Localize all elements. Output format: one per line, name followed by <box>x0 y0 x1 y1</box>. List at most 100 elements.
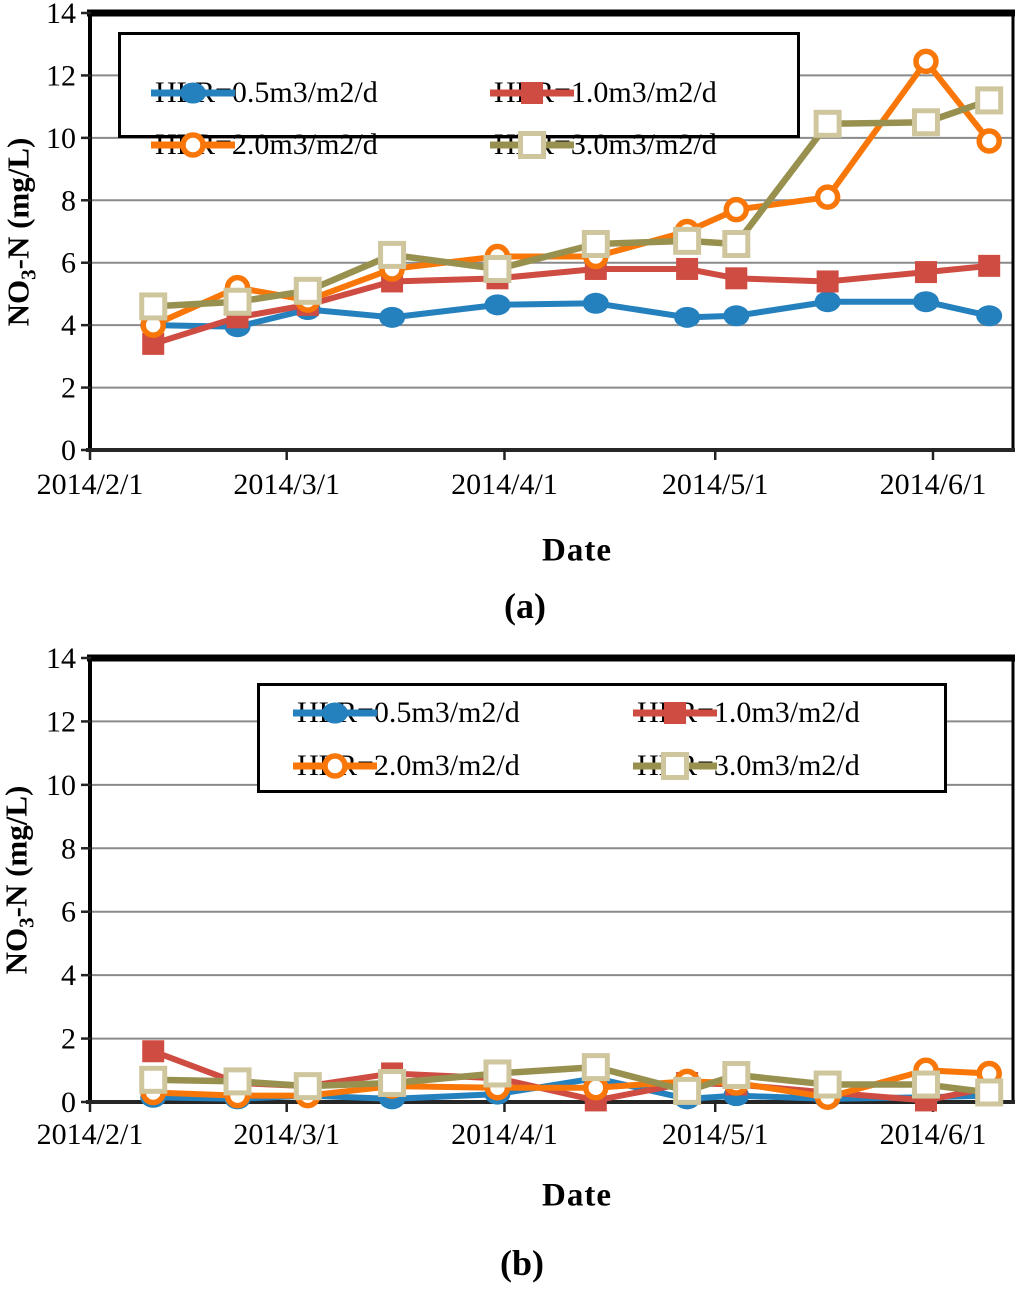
y-axis-label-part: -N (mg/L) <box>0 785 34 918</box>
legend-marker-glyph <box>518 131 546 159</box>
legend-entry: HLR=2.0m3/m2/d <box>151 130 378 160</box>
legend-entry: HLR=1.0m3/m2/d <box>633 698 860 728</box>
series-HLR=3.0m3/m2/d <box>139 1053 1004 1107</box>
y-tick-label: 8 <box>61 832 76 865</box>
legend-b: HLR=0.5m3/m2/d HLR=1.0m3/m2/d HLR=2.0m3/m2… <box>257 683 947 793</box>
y-tick-label: 2 <box>61 372 76 405</box>
x-tick-label: 2014/5/1 <box>662 468 769 501</box>
x-tick-label: 2014/3/1 <box>233 1118 340 1151</box>
data-point-square-filled <box>978 254 1001 277</box>
data-point-square-filled <box>142 332 165 355</box>
data-point-square-filled <box>816 270 839 293</box>
legend-marker-square-open <box>490 131 574 159</box>
legend-a: HLR=0.5m3/m2/d HLR=1.0m3/m2/d HLR=2.0m3/m2… <box>118 32 800 160</box>
x-axis-label-b: Date <box>542 1177 612 1214</box>
data-point-square-open <box>293 276 322 305</box>
data-point-circle-open <box>814 184 841 210</box>
x-tick-label: 2014/6/1 <box>880 1118 987 1151</box>
y-axis-label-part: NO <box>0 927 34 975</box>
y-tick-label: 14 <box>46 642 76 675</box>
data-point-square-open <box>911 1070 940 1099</box>
y-tick-label: 6 <box>61 247 76 280</box>
legend-marker-glyph <box>664 702 686 724</box>
data-point-square-open <box>223 1067 252 1096</box>
x-tick-label: 2014/4/1 <box>451 468 558 501</box>
data-point-square-open <box>673 1076 702 1105</box>
legend-marker-glyph <box>322 753 348 779</box>
y-tick-label: 14 <box>46 0 76 30</box>
legend-entry: HLR=2.0m3/m2/d <box>293 751 520 781</box>
y-tick-label: 4 <box>61 309 76 342</box>
data-point-circle-filled <box>379 306 406 328</box>
y-tick-label: 0 <box>61 1086 76 1119</box>
data-point-circle-open <box>976 128 1002 154</box>
panel-caption-a: (a) <box>504 586 546 626</box>
legend-entry: HLR=0.5m3/m2/d <box>293 698 520 728</box>
data-point-square-open <box>581 1053 610 1082</box>
data-point-circle-open <box>723 196 750 223</box>
data-point-circle-filled <box>484 294 511 316</box>
y-tick-label: 10 <box>46 769 76 802</box>
data-point-square-open <box>975 1078 1004 1107</box>
data-point-square-open <box>483 1059 512 1088</box>
data-point-square-open <box>139 1065 168 1094</box>
legend-entry: HLR=3.0m3/m2/d <box>633 751 860 781</box>
legend-marker-circle-filled <box>293 702 377 724</box>
y-tick-label: 4 <box>61 959 76 992</box>
legend-entry: HLR=1.0m3/m2/d <box>490 78 717 108</box>
data-point-square-open <box>911 108 940 137</box>
y-tick-label: 6 <box>61 896 76 929</box>
data-point-square-open <box>722 1061 751 1090</box>
data-point-square-open <box>139 292 168 321</box>
x-tick-label: 2014/3/1 <box>233 468 340 501</box>
data-point-square-open <box>483 254 512 283</box>
legend-entry: HLR=3.0m3/m2/d <box>490 130 717 160</box>
legend-marker-circle-filled <box>151 82 235 104</box>
data-point-square-open <box>378 240 407 269</box>
y-axis-label-a: NO3-N (mg/L) <box>0 138 41 327</box>
data-point-square-filled <box>142 1040 165 1063</box>
panel-caption-b: (b) <box>500 1243 544 1283</box>
x-tick-label: 2014/2/1 <box>37 1118 144 1151</box>
data-point-circle-filled <box>723 305 750 327</box>
data-point-square-open <box>813 1070 842 1099</box>
x-tick-label: 2014/5/1 <box>662 1118 769 1151</box>
y-tick-label: 12 <box>46 705 76 738</box>
data-point-square-open <box>223 287 252 316</box>
legend-marker-square-filled <box>633 702 717 724</box>
y-axis-label-b: NO3-N (mg/L) <box>0 786 40 975</box>
data-point-square-open <box>975 86 1004 115</box>
y-axis-label-part: NO <box>0 279 36 327</box>
data-point-circle-filled <box>814 291 841 313</box>
y-tick-label: 12 <box>46 59 76 92</box>
legend-marker-square-filled <box>490 82 574 104</box>
legend-entry: HLR=0.5m3/m2/d <box>151 78 378 108</box>
legend-marker-glyph <box>521 82 543 104</box>
x-tick-label: 2014/2/1 <box>37 468 144 501</box>
legend-marker-glyph <box>322 702 348 724</box>
data-point-square-filled <box>914 261 937 284</box>
series-HLR=3.0m3/m2/d <box>139 86 1004 321</box>
data-point-circle-filled <box>976 305 1003 327</box>
chart-panel-b: 0 2 4 6 8 10 12 14 2014/2/1 2014/3/1 2014/4/1 2014/… <box>37 642 1015 1151</box>
data-point-square-open <box>813 109 842 138</box>
legend-marker-circle-open <box>151 132 235 158</box>
data-point-square-open <box>378 1068 407 1097</box>
data-point-circle-open <box>913 48 939 75</box>
x-tick-label: 2014/6/1 <box>880 468 987 501</box>
data-point-circle-filled <box>674 306 701 328</box>
y-tick-label: 0 <box>61 434 76 467</box>
data-point-circle-filled <box>582 292 609 314</box>
legend-marker-glyph <box>180 82 206 104</box>
data-point-square-open <box>673 226 702 255</box>
legend-marker-circle-open <box>293 753 377 779</box>
data-point-square-filled <box>725 267 748 290</box>
series-line <box>153 298 990 330</box>
data-point-square-open <box>581 229 610 258</box>
y-tick-label: 2 <box>61 1023 76 1056</box>
data-point-square-open <box>293 1072 322 1101</box>
legend-marker-glyph <box>661 752 689 780</box>
data-point-square-filled <box>676 257 699 280</box>
